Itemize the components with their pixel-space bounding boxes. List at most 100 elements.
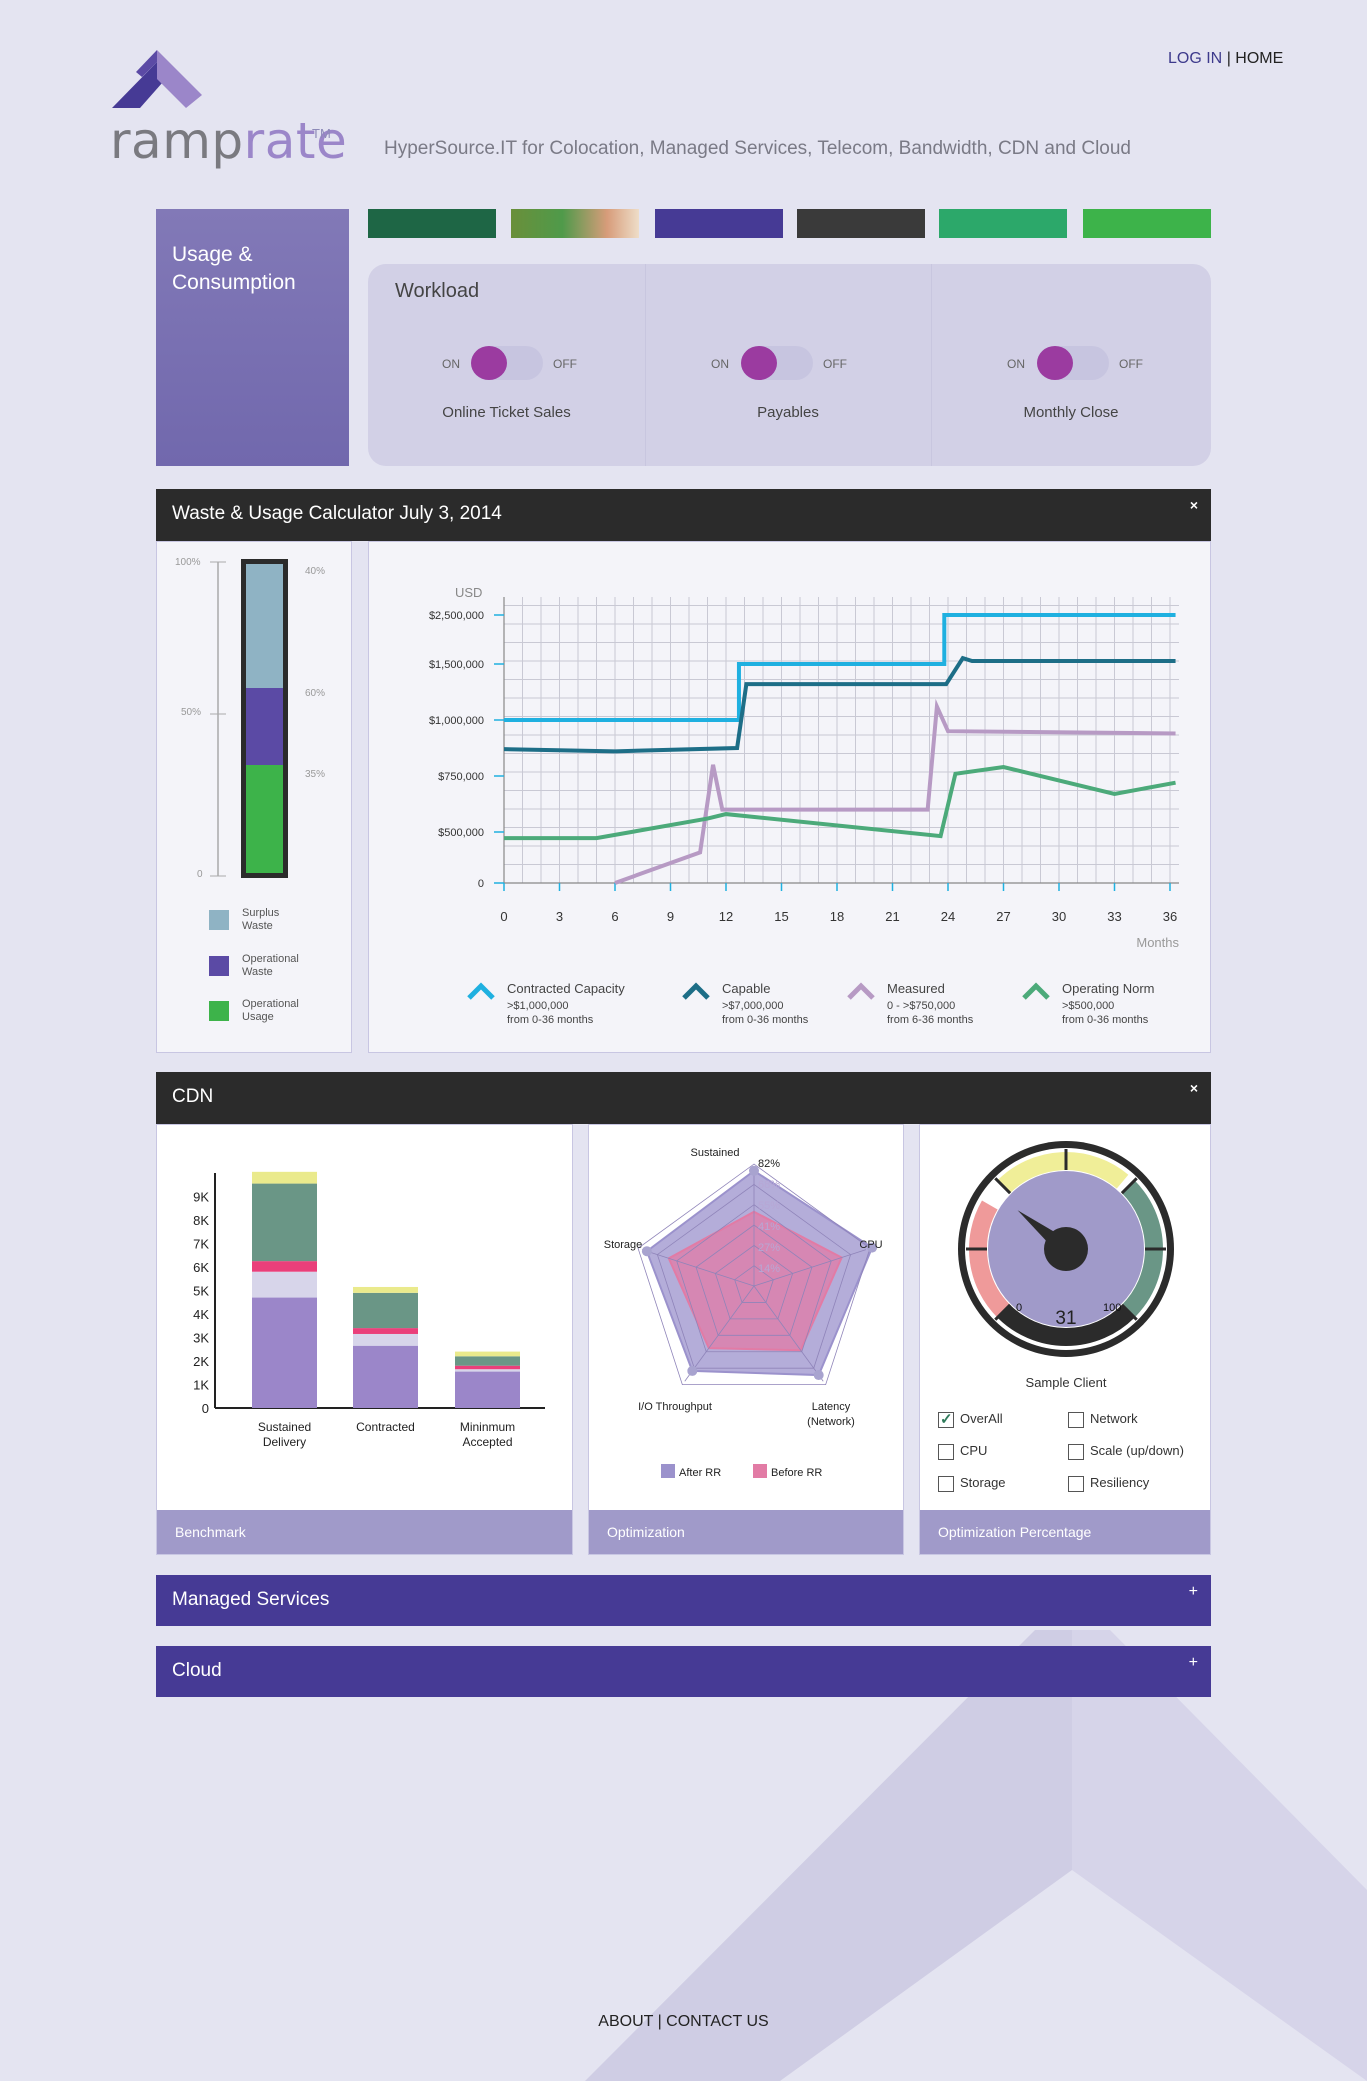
optimization-panel: 82% 68% 55% 41% 27% 14% Sustained CPU Latency (Ne… [588,1124,904,1555]
workload-item: ON OFF Payables [645,264,931,466]
gauge-arc-red [969,1200,1011,1318]
legend-label: Measured [887,981,945,996]
swatch-dark-green[interactable] [368,209,496,238]
footer-separator: | [657,2013,662,2030]
bar-segment [353,1345,418,1408]
x-tick-label: 15 [774,909,788,924]
swatch-purple[interactable] [655,209,783,238]
radar-axis-label: Storage [604,1239,643,1251]
home-link[interactable]: HOME [1235,50,1284,67]
legend-swatch [753,1464,767,1478]
benchmark-panel: 0 1K 2K 3K 4K 5K 6K 7K 8K 9K Sustained Delivery Cont… [156,1124,573,1555]
section-title: Waste & Usage Calculator July 3, 2014 [172,503,502,524]
checkbox-resiliency[interactable] [1068,1476,1084,1492]
gauge-tick [1120,1177,1138,1195]
bar-segment [353,1333,418,1346]
checkbox-cpu[interactable] [938,1444,954,1460]
optimization-percentage-footer[interactable]: Optimization Percentage [920,1510,1210,1554]
close-icon[interactable]: × [1189,1080,1198,1096]
legend-sub: >$500,000 [1062,1000,1114,1012]
workload-label: Payables [757,404,819,421]
close-icon[interactable]: × [1189,497,1198,513]
category-label: Mininmum [460,1420,515,1434]
radar-spoke [641,1249,755,1287]
swatch-green[interactable] [939,209,1067,238]
on-label: ON [711,357,729,371]
y-tick-label: 7K [193,1237,209,1252]
y-tick-label: $500,000 [438,827,484,839]
cloud-header[interactable]: Cloud + [156,1646,1211,1697]
bar-segment [455,1356,520,1366]
toggle-monthly-close[interactable] [1037,346,1109,380]
contact-link[interactable]: CONTACT US [666,2013,769,2030]
footer: ABOUT | CONTACT US [0,2013,1367,2031]
bar-segment [252,1261,317,1272]
bar-segment [455,1371,520,1408]
radar-point [813,1370,824,1381]
legend-label: Surplus Waste [242,907,280,932]
toggle-payables[interactable] [741,346,813,380]
workload-panel: Workload ON OFF Online Ticket Sales ON O… [368,264,1211,466]
workload-label: Online Ticket Sales [442,404,571,421]
meter-operational-usage [246,765,283,873]
gauge-tick [994,1177,1012,1195]
off-label: OFF [1119,357,1143,371]
meter-label-100: 100% [175,557,201,568]
x-tick-label: 33 [1107,909,1121,924]
benchmark-footer[interactable]: Benchmark [157,1510,572,1554]
radar-ring [714,1244,794,1320]
legend-label: Operational Usage [242,998,299,1023]
checkbox-overall[interactable]: ✓ [938,1411,954,1428]
about-link[interactable]: ABOUT [598,2013,654,2030]
checkbox-label: OverAll [960,1411,1003,1426]
legend-chevron [467,982,495,1000]
y-tick-label: 0 [478,878,484,890]
on-label: ON [1007,357,1025,371]
x-tick-label: 3 [556,909,563,924]
swatch-bright-green[interactable] [1083,209,1211,238]
workload-item: ON OFF Online Ticket Sales [368,264,645,466]
bar-segment [353,1286,418,1293]
checkbox-label: Storage [960,1475,1006,1490]
section-title: CDN [172,1086,214,1107]
radar-axis-label: (Network) [807,1416,855,1428]
optimization-footer[interactable]: Optimization [589,1510,903,1554]
logo-wordmark: ramprate [110,112,348,170]
checkbox-network[interactable] [1068,1412,1084,1428]
waste-usage-header[interactable]: Waste & Usage Calculator July 3, 2014 × [156,489,1211,541]
expand-icon[interactable]: + [1188,1654,1198,1671]
gauge: 0 100 31 [958,1141,1174,1357]
gauge-min-label: 0 [1016,1302,1022,1314]
swatch-charcoal[interactable] [797,209,925,238]
gauge-arc-yellow [997,1152,1129,1194]
y-tick-label: 2K [193,1354,209,1369]
login-link[interactable]: LOG IN [1168,50,1223,67]
line-chart-panel: 0 3 6 9 12 15 18 21 24 27 30 33 36 0 $500,000 $750,000 $… [368,541,1211,1053]
toggle-online-ticket-sales[interactable] [471,346,543,380]
meter-seg-label: 35% [305,769,326,780]
cdn-header[interactable]: CDN × [156,1072,1211,1124]
off-label: OFF [553,357,577,371]
x-tick-label: 24 [941,909,955,924]
expand-icon[interactable]: + [1188,1583,1198,1600]
checkbox-storage[interactable] [938,1476,954,1492]
legend-swatch [209,956,229,976]
on-label: ON [442,357,460,371]
swatch-image[interactable] [511,209,639,238]
usage-consumption-tab[interactable]: Usage & Consumption [156,209,349,466]
radar-axis-label: CPU [859,1239,882,1251]
meter-surplus-waste [246,564,283,688]
legend-sub: from 0-36 months [1062,1014,1149,1026]
legend-label: After RR [679,1467,721,1479]
managed-services-header[interactable]: Managed Services + [156,1575,1211,1626]
bar-segment [455,1351,520,1357]
legend-sub: >$7,000,000 [722,1000,783,1012]
gauge-tick [994,1303,1012,1321]
series-line [504,613,1176,722]
legend-label: Operational Waste [242,953,299,978]
checkbox-scale-up-down[interactable] [1068,1444,1084,1460]
tagline: HyperSource.IT for Colocation, Managed S… [384,138,1132,159]
logo[interactable]: ramprate TM [110,50,370,170]
usage-line-chart: 0 3 6 9 12 15 18 21 24 27 30 33 360$500,000$750,000$… [429,585,1180,1026]
x-tick-label: 6 [611,909,618,924]
